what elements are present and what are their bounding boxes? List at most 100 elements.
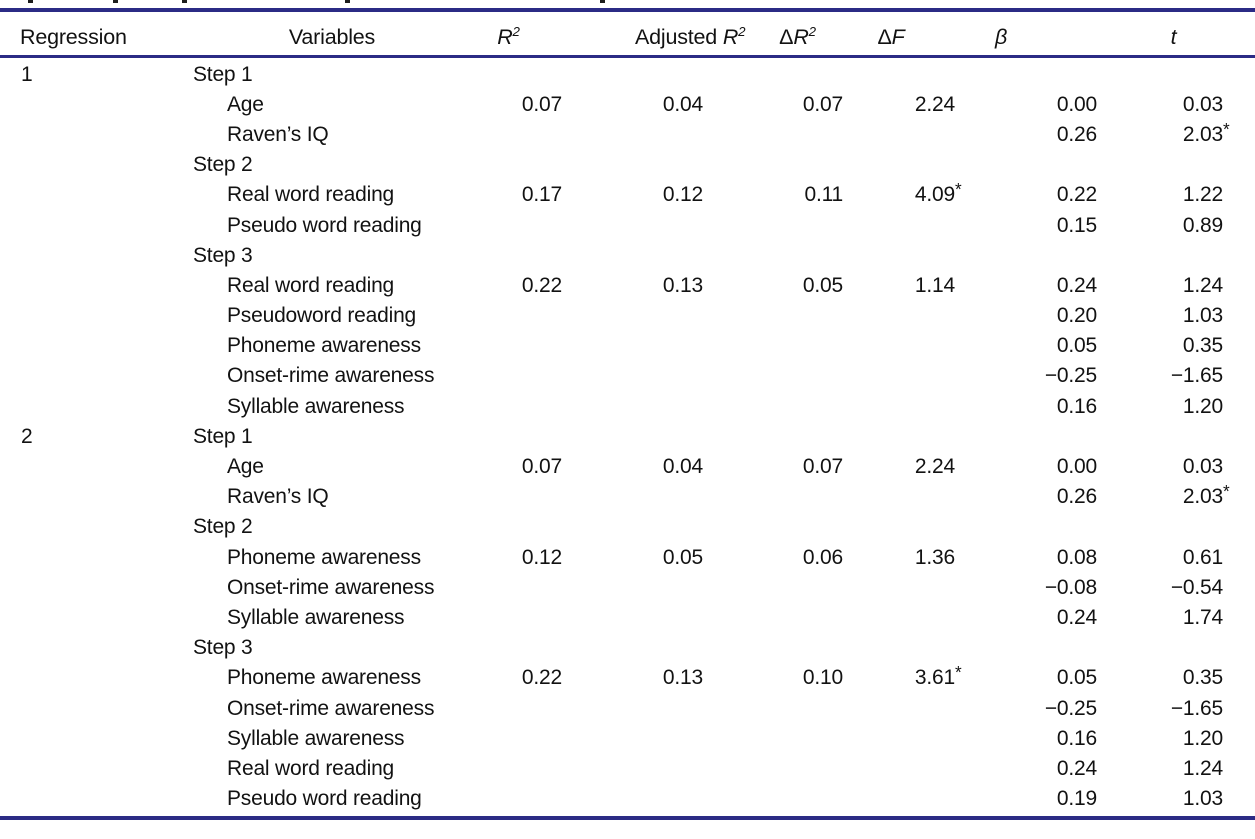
table-row: Age 0.07 0.04 0.07 2.24 0.00 0.03 [0, 89, 1255, 119]
cell-delta-r2: 0.07 [802, 92, 843, 116]
cell-beta: −0.25 [1044, 364, 1097, 388]
cell-t: 1.22 [1182, 183, 1223, 207]
cell-beta: 0.24 [1056, 605, 1097, 629]
cell-t: 1.24 [1182, 273, 1223, 297]
col-header-adjusted-r2: Adjusted R2 [635, 23, 746, 49]
cell-r2: 0.07 [521, 92, 562, 116]
cell-delta-f: 3.61* [914, 662, 962, 690]
cell-r2: 0.17 [521, 183, 562, 207]
cell-variable: Phoneme awareness [227, 545, 421, 569]
table-row: Pseudoword reading 0.20 1.03 [0, 301, 1255, 331]
cell-variable: Raven’s IQ [227, 485, 329, 509]
cell-regression: 2 [21, 424, 33, 448]
cell-beta: 0.00 [1056, 455, 1097, 479]
col-header-beta: β [994, 24, 1008, 49]
table-row: 1 Step 1 [0, 59, 1255, 89]
cell-variable: Age [227, 92, 264, 116]
clipped-caption-fragment [182, 0, 187, 3]
cell-beta: 0.22 [1056, 183, 1097, 207]
table-row: Step 3 [0, 240, 1255, 270]
cell-r2: 0.22 [521, 273, 562, 297]
cell-t: 2.03* [1182, 118, 1230, 146]
cell-t: 1.03 [1182, 304, 1223, 328]
col-header-delta-f: ΔF [877, 24, 905, 49]
table-row: 2 Step 1 [0, 421, 1255, 451]
col-header-r2: R2 [497, 23, 520, 49]
cell-delta-r2: 0.05 [802, 273, 843, 297]
cell-variable: Age [227, 455, 264, 479]
cell-adjusted-r2: 0.12 [662, 183, 703, 207]
cell-beta: 0.20 [1056, 304, 1097, 328]
cell-delta-f: 1.14 [914, 273, 955, 297]
cell-t: −1.65 [1170, 696, 1223, 720]
cell-variable: Step 1 [193, 62, 253, 86]
table-row: Real word reading 0.17 0.12 0.11 4.09* 0.22 1.… [0, 180, 1255, 210]
cell-t: 0.35 [1182, 334, 1223, 358]
cell-variable: Pseudoword reading [227, 304, 417, 328]
clipped-caption-fragment [28, 0, 33, 3]
cell-r2: 0.12 [521, 545, 562, 569]
cell-t: 1.74 [1182, 605, 1223, 629]
cell-t: 0.61 [1182, 545, 1223, 569]
table-row: Phoneme awareness 0.05 0.35 [0, 331, 1255, 361]
cell-beta: 0.05 [1056, 334, 1097, 358]
cell-delta-f: 1.36 [914, 545, 955, 569]
col-header-delta-r2: ΔR2 [779, 23, 816, 49]
cell-adjusted-r2: 0.05 [662, 545, 703, 569]
table-row: Onset-rime awareness −0.25 −1.65 [0, 361, 1255, 391]
cell-beta: 0.24 [1056, 756, 1097, 780]
col-header-variables: Variables [288, 24, 376, 49]
cell-variable: Pseudo word reading [227, 213, 422, 237]
cell-t: 0.35 [1182, 666, 1223, 690]
clipped-caption-fragment [345, 0, 350, 3]
cell-variable: Syllable awareness [227, 394, 405, 418]
clipped-caption-fragment [113, 0, 118, 3]
cell-variable: Real word reading [227, 183, 395, 207]
table-row: Step 2 [0, 150, 1255, 180]
cell-beta: 0.26 [1056, 485, 1097, 509]
cell-t: 0.03 [1182, 455, 1223, 479]
cell-variable: Syllable awareness [227, 605, 405, 629]
cell-t: 0.89 [1182, 213, 1223, 237]
clipped-caption-fragment [600, 0, 605, 3]
cell-beta: −0.25 [1044, 696, 1097, 720]
cell-variable: Step 3 [193, 636, 253, 660]
table-row: Real word reading 0.22 0.13 0.05 1.14 0.24 1.2… [0, 270, 1255, 300]
cell-t: 0.03 [1182, 92, 1223, 116]
table-row: Raven’s IQ 0.26 2.03* [0, 119, 1255, 149]
cell-beta: 0.26 [1056, 122, 1097, 146]
cell-variable: Onset-rime awareness [227, 575, 435, 599]
table-body: 1 Step 1 Age 0.07 0.04 0.07 2.24 0.00 0.03 Raven’… [0, 58, 1255, 816]
table-row: Step 3 [0, 633, 1255, 663]
cell-beta: 0.16 [1056, 726, 1097, 750]
cell-beta: 0.08 [1056, 545, 1097, 569]
cell-variable: Real word reading [227, 756, 395, 780]
table-row: Age 0.07 0.04 0.07 2.24 0.00 0.03 [0, 451, 1255, 481]
cell-variable: Step 2 [193, 515, 253, 539]
col-header-regression: Regression [20, 24, 127, 49]
cell-r2: 0.22 [521, 666, 562, 690]
table-row: Phoneme awareness 0.22 0.13 0.10 3.61* 0.05 0.… [0, 663, 1255, 693]
cell-t: 1.24 [1182, 756, 1223, 780]
table-row: Pseudo word reading 0.19 1.03 [0, 784, 1255, 814]
cell-delta-f: 2.24 [914, 92, 955, 116]
cell-beta: 0.15 [1056, 213, 1097, 237]
cell-variable: Phoneme awareness [227, 334, 421, 358]
table-row: Syllable awareness 0.24 1.74 [0, 602, 1255, 632]
cell-delta-f: 4.09* [914, 179, 962, 207]
cell-beta: 0.16 [1056, 394, 1097, 418]
table-row: Step 2 [0, 512, 1255, 542]
cell-regression: 1 [21, 62, 33, 86]
cell-delta-r2: 0.11 [804, 183, 843, 207]
cell-delta-r2: 0.10 [802, 666, 843, 690]
regression-table: Regression Variables R2 Adjusted R2 ΔR2 ΔF β t … [0, 8, 1255, 820]
cell-adjusted-r2: 0.13 [662, 666, 703, 690]
table-row: Onset-rime awareness −0.25 −1.65 [0, 693, 1255, 723]
table-row: Syllable awareness 0.16 1.20 [0, 723, 1255, 753]
cell-variable: Step 3 [193, 243, 253, 267]
table-row: Phoneme awareness 0.12 0.05 0.06 1.36 0.08 0.6… [0, 542, 1255, 572]
cell-t: 1.20 [1182, 394, 1223, 418]
cell-variable: Phoneme awareness [227, 666, 421, 690]
cell-delta-r2: 0.06 [802, 545, 843, 569]
cell-adjusted-r2: 0.13 [662, 273, 703, 297]
